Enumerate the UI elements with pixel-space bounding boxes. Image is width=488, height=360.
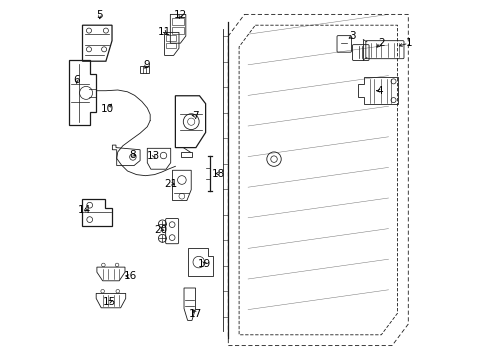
Text: 4: 4 (376, 86, 383, 96)
Bar (172, 27, 183, 34)
Bar (166, 43, 176, 48)
Text: 14: 14 (77, 204, 90, 215)
Text: 8: 8 (129, 150, 136, 160)
Text: 11: 11 (158, 27, 171, 37)
Bar (140, 66, 148, 73)
Bar (172, 18, 183, 25)
Text: 10: 10 (100, 104, 113, 114)
Text: 16: 16 (124, 271, 137, 282)
Text: 18: 18 (211, 168, 225, 179)
Text: 12: 12 (173, 10, 187, 20)
Text: 15: 15 (103, 297, 116, 307)
Bar (166, 35, 176, 41)
Text: 1: 1 (405, 38, 411, 48)
Text: 3: 3 (348, 31, 355, 41)
Text: 21: 21 (164, 179, 177, 189)
Text: 13: 13 (147, 150, 160, 161)
Text: 17: 17 (189, 309, 202, 319)
Text: 5: 5 (96, 10, 103, 20)
Text: 9: 9 (143, 60, 150, 70)
Text: 20: 20 (154, 225, 167, 235)
Bar (181, 152, 192, 157)
Text: 2: 2 (377, 38, 384, 48)
Text: 6: 6 (73, 75, 80, 85)
Text: 7: 7 (192, 111, 199, 121)
Text: 19: 19 (198, 258, 211, 269)
